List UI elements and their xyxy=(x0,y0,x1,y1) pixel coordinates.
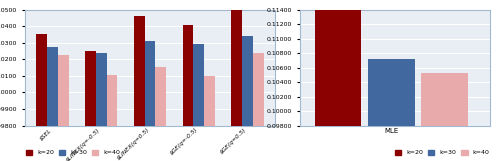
Legend: k=20, k=30, k=40: k=20, k=30, k=40 xyxy=(23,147,122,158)
Bar xyxy=(314,6,362,161)
Bar xyxy=(194,44,204,161)
Bar xyxy=(36,34,47,161)
Bar xyxy=(242,36,253,161)
Bar xyxy=(204,76,215,161)
Bar xyxy=(156,67,166,161)
Bar xyxy=(368,59,414,161)
Bar xyxy=(58,55,68,161)
Legend: k=20, k=30, k=40: k=20, k=30, k=40 xyxy=(392,147,492,158)
Bar xyxy=(96,53,106,161)
Bar xyxy=(182,25,194,161)
Bar xyxy=(232,10,242,161)
Bar xyxy=(106,75,118,161)
Bar xyxy=(47,47,58,161)
Bar xyxy=(144,41,156,161)
Bar xyxy=(253,53,264,161)
Bar xyxy=(421,73,468,161)
Bar xyxy=(85,51,96,161)
Bar xyxy=(134,16,144,161)
